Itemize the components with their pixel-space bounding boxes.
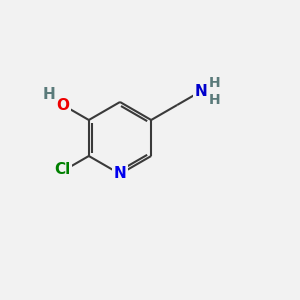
Text: N: N — [114, 167, 126, 182]
Text: N: N — [195, 84, 208, 99]
Text: Cl: Cl — [55, 162, 71, 177]
Text: H: H — [209, 76, 221, 90]
Text: H: H — [42, 87, 55, 102]
Text: H: H — [209, 93, 221, 107]
Text: O: O — [56, 98, 69, 113]
